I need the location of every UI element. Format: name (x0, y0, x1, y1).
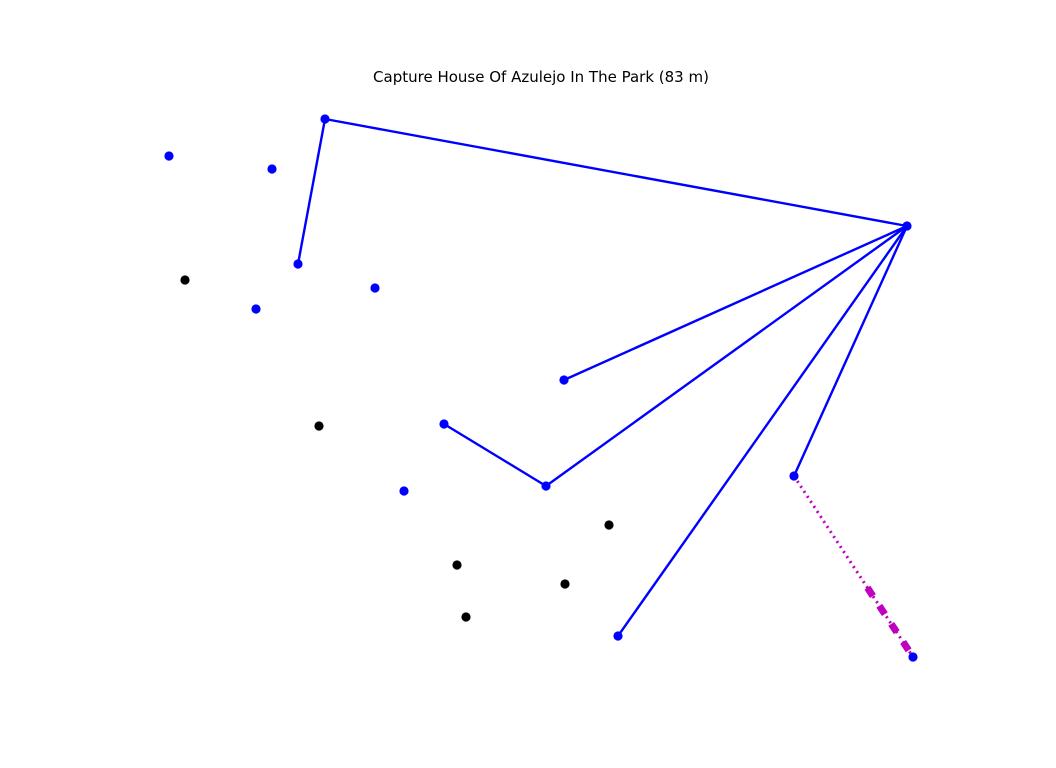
nodes-layer (164, 114, 918, 662)
pending-step-marker-2 (888, 621, 900, 635)
visited-node-f (613, 631, 623, 641)
route-edge-0 (296, 118, 327, 265)
pending-step-marker-3 (900, 640, 912, 653)
markers-layer (864, 585, 912, 653)
unvisited-node-k6 (461, 612, 471, 622)
visited-node-p1 (164, 151, 174, 161)
unvisited-node-k4 (452, 560, 462, 570)
route-edge-3 (443, 422, 547, 488)
visited-node-a (320, 114, 330, 124)
visited-node-e (439, 419, 449, 429)
visited-node-d (541, 481, 551, 491)
unvisited-node-k3 (604, 520, 614, 530)
pending-step-marker-0 (864, 585, 876, 598)
visited-node-p3 (370, 283, 380, 293)
visited-node-p5 (399, 486, 409, 496)
visited-node-p2 (267, 164, 277, 174)
visited-node-hub (902, 221, 912, 231)
route-edge-4 (545, 225, 908, 487)
route-edge-5 (617, 225, 908, 637)
chart-title: Capture House Of Azulejo In The Park (83… (373, 68, 709, 86)
unvisited-node-k5 (560, 579, 570, 589)
visited-node-c (559, 375, 569, 385)
pending-step-marker-1 (876, 603, 888, 617)
route-edge-2 (563, 224, 908, 382)
visited-node-p4 (251, 304, 261, 314)
visited-node-g (789, 471, 799, 481)
edges-layer (296, 117, 915, 658)
unvisited-node-k1 (180, 275, 190, 285)
route-edge-1 (324, 117, 908, 228)
unvisited-node-k2 (314, 421, 324, 431)
route-edge-6 (792, 225, 909, 477)
visited-node-target (908, 652, 918, 662)
visited-node-b (293, 259, 303, 269)
